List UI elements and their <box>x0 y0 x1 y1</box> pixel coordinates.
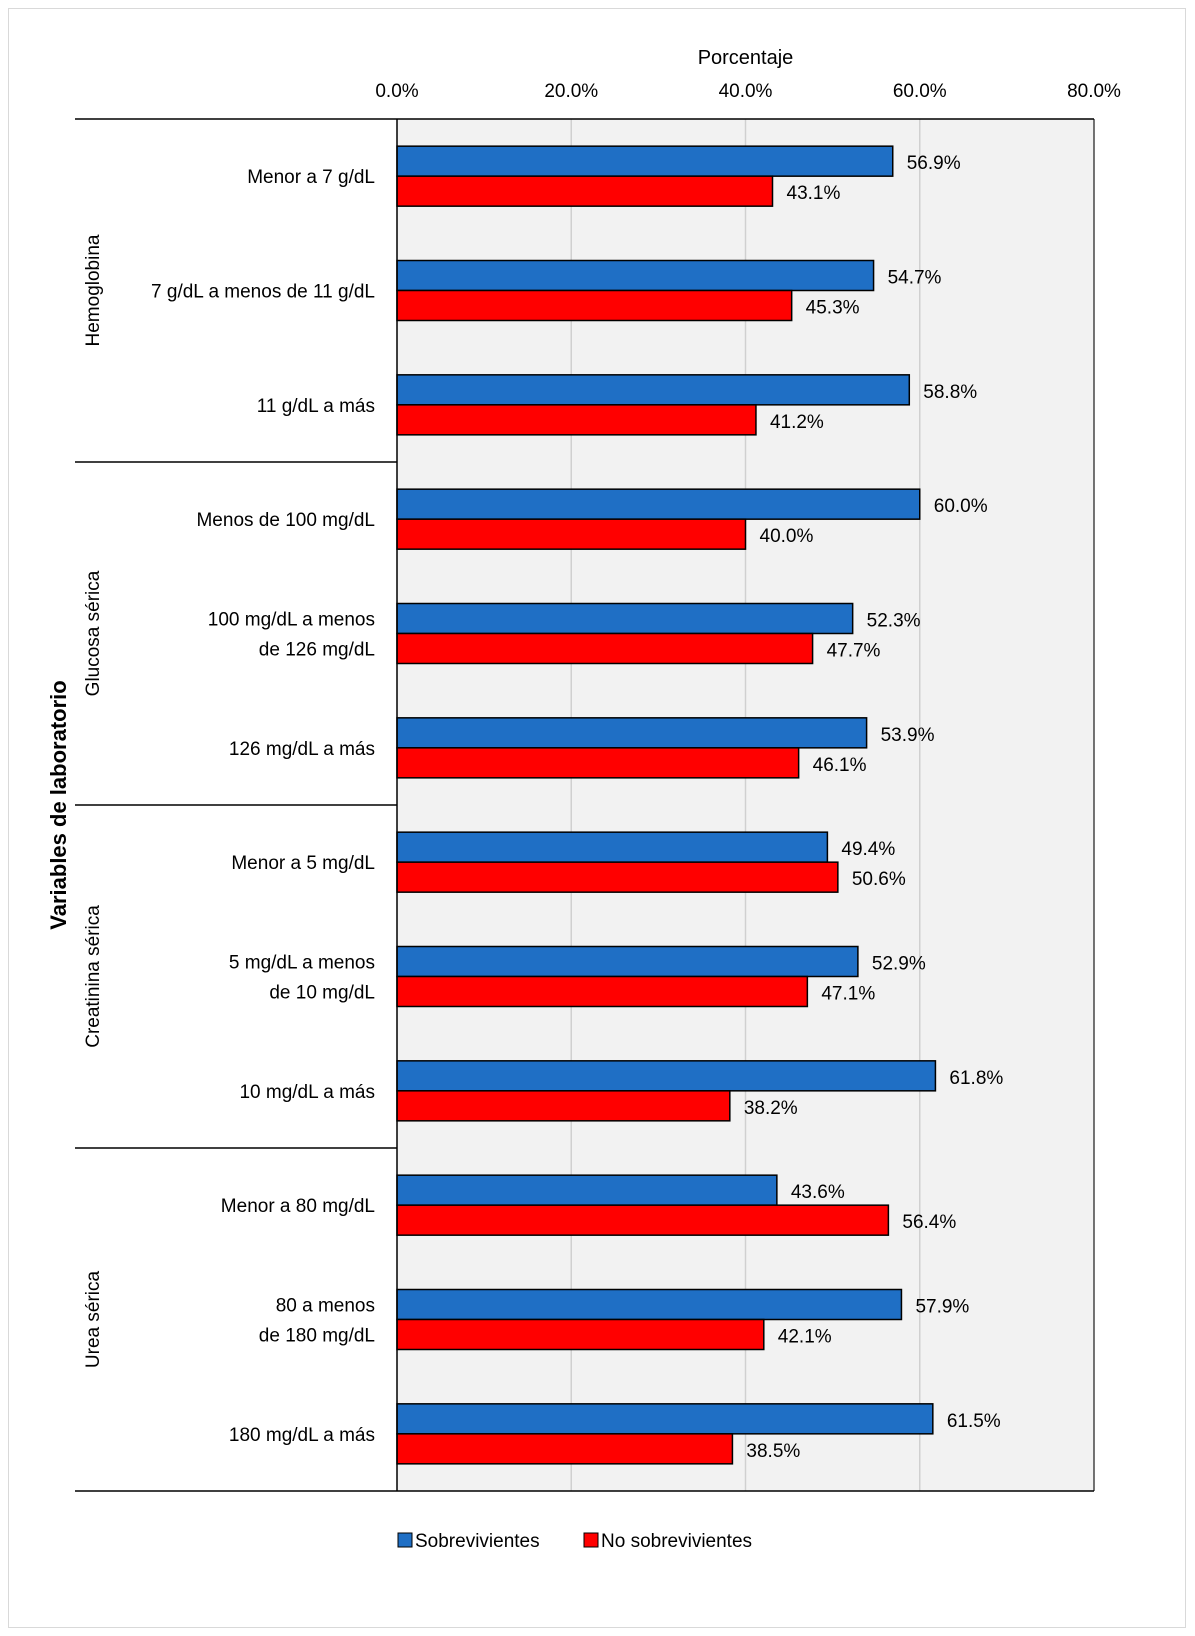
y-axis-title: Variables de laboratorio <box>46 680 71 929</box>
data-label: 46.1% <box>813 755 867 776</box>
data-label: 49.4% <box>841 839 895 860</box>
bar-no-sobrevivientes <box>396 975 809 1008</box>
data-label: 56.9% <box>907 153 961 174</box>
data-label: 38.5% <box>746 1441 800 1462</box>
data-label: 53.9% <box>881 725 935 746</box>
category-label: de 10 mg/dL <box>269 983 375 1004</box>
data-label: 52.3% <box>867 611 921 632</box>
data-label: 42.1% <box>778 1327 832 1348</box>
bar-sobrevivientes <box>396 602 854 635</box>
bar-no-sobrevivientes <box>396 1433 734 1465</box>
group-label-glucosa-serica: Glucosa sérica <box>83 570 104 696</box>
category-label: 180 mg/dL a más <box>229 1425 375 1446</box>
category-label: 11 g/dL a más <box>257 396 375 417</box>
bar-no-sobrevivientes <box>396 175 774 207</box>
bar-sobrevivientes <box>396 1403 934 1435</box>
category-label: 100 mg/dL a menos <box>208 610 375 631</box>
data-label: 45.3% <box>806 298 860 319</box>
category-label: Menor a 80 mg/dL <box>221 1196 375 1217</box>
category-label: de 126 mg/dL <box>259 640 375 661</box>
legend: Sobrevivientes No sobrevivientes <box>397 1531 752 1552</box>
category-label: 126 mg/dL a más <box>229 739 375 760</box>
bar-sobrevivientes <box>396 145 894 177</box>
data-label: 61.5% <box>947 1411 1001 1432</box>
group-label-urea-serica: Urea sérica <box>83 1271 104 1369</box>
axis-lines <box>75 118 1095 1492</box>
x-axis-ticks: 0.0% 20.0% 40.0% 60.0% 80.0% <box>375 81 1121 102</box>
category-labels: Menor a 7 g/dL 7 g/dL a menos de 11 g/dL 1… <box>151 167 375 1446</box>
x-tick-label: 0.0% <box>375 81 418 102</box>
category-label: Menor a 5 mg/dL <box>231 853 375 874</box>
category-label: 10 mg/dL a más <box>239 1082 375 1103</box>
legend-label-no-sobrevivientes: No sobrevivientes <box>601 1531 752 1552</box>
data-label: 43.6% <box>791 1182 845 1203</box>
bar-no-sobrevivientes <box>396 518 747 550</box>
data-label: 61.8% <box>949 1068 1003 1089</box>
bar-no-sobrevivientes <box>396 1204 890 1236</box>
data-label: 47.7% <box>827 641 881 662</box>
category-label: 7 g/dL a menos de 11 g/dL <box>151 282 375 303</box>
group-labels: Hemoglobina Glucosa sérica Creatinina séri… <box>83 234 104 1368</box>
bar-sobrevivientes <box>396 259 875 292</box>
bar-sobrevivientes <box>396 945 859 978</box>
data-label: 54.7% <box>888 268 942 289</box>
data-label: 43.1% <box>787 183 841 204</box>
data-label: 60.0% <box>934 496 988 517</box>
data-label: 56.4% <box>902 1212 956 1233</box>
category-label: Menor a 7 g/dL <box>247 167 375 188</box>
bar-no-sobrevivientes <box>396 861 839 893</box>
data-labels: 56.9% 43.1% 54.7% 45.3% 58.8% 41.2% 60.0% 40.0%… <box>744 153 1004 1462</box>
group-label-creatinina-serica: Creatinina sérica <box>83 905 104 1048</box>
x-tick-label: 20.0% <box>544 81 598 102</box>
bar-sobrevivientes <box>396 1060 937 1092</box>
data-label: 41.2% <box>770 412 824 433</box>
data-label: 50.6% <box>852 869 906 890</box>
bar-sobrevivientes <box>396 1288 903 1321</box>
bar-no-sobrevivientes <box>396 747 800 779</box>
data-label: 52.9% <box>872 954 926 975</box>
bar-no-sobrevivientes <box>396 289 793 322</box>
x-axis-title: Porcentaje <box>698 47 794 69</box>
bars <box>396 145 937 1465</box>
data-label: 47.1% <box>821 984 875 1005</box>
bar-sobrevivientes <box>396 374 911 406</box>
category-label: 80 a menos <box>276 1296 375 1317</box>
x-tick-label: 80.0% <box>1067 81 1121 102</box>
bar-no-sobrevivientes <box>396 1090 731 1122</box>
group-label-hemoglobina: Hemoglobina <box>83 234 104 346</box>
bar-no-sobrevivientes <box>396 632 814 665</box>
bar-sobrevivientes <box>396 717 868 749</box>
x-tick-label: 40.0% <box>719 81 773 102</box>
category-label: 5 mg/dL a menos <box>229 953 375 974</box>
bar-sobrevivientes <box>396 488 921 520</box>
bar-sobrevivientes <box>396 1174 778 1206</box>
legend-swatch-sobrevivientes <box>397 1532 413 1548</box>
data-label: 58.8% <box>923 382 977 403</box>
x-tick-label: 60.0% <box>893 81 947 102</box>
legend-label-sobrevivientes: Sobrevivientes <box>415 1531 540 1552</box>
category-label: Menos de 100 mg/dL <box>196 510 375 531</box>
bar-sobrevivientes <box>396 831 829 863</box>
bar-no-sobrevivientes <box>396 1318 765 1351</box>
data-label: 38.2% <box>744 1098 798 1119</box>
category-label: de 180 mg/dL <box>259 1326 375 1347</box>
bar-no-sobrevivientes <box>396 404 757 436</box>
legend-swatch-no-sobrevivientes <box>583 1532 599 1548</box>
data-label: 57.9% <box>915 1297 969 1318</box>
data-label: 40.0% <box>760 526 814 547</box>
